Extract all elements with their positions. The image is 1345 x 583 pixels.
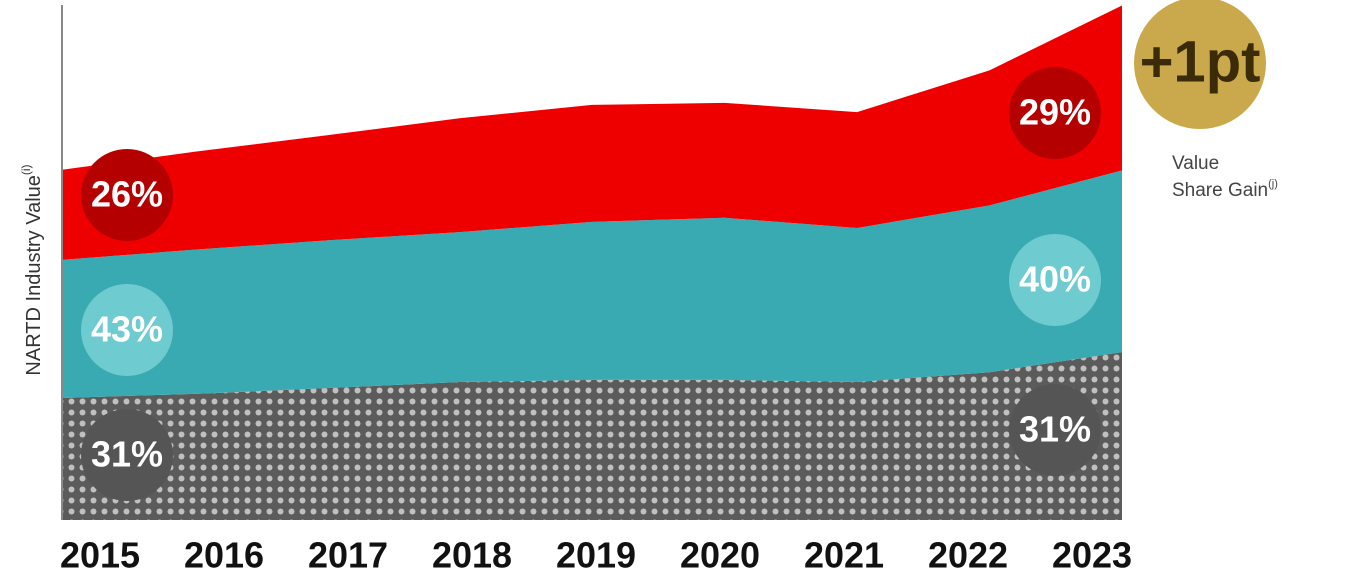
x-tick-label: 2017 xyxy=(308,535,388,576)
share-label: 31% xyxy=(91,434,163,475)
badge xyxy=(1134,0,1266,129)
y-axis-label-note: (i) xyxy=(19,164,33,175)
badge-caption: Share Gain(j) xyxy=(1172,178,1278,201)
badge-caption-text: Share Gain xyxy=(1172,180,1268,201)
x-tick-label: 2019 xyxy=(556,535,636,576)
x-tick-label: 2018 xyxy=(432,535,512,576)
plot-area xyxy=(62,5,1122,520)
share-label: 43% xyxy=(91,309,163,350)
x-tick-label: 2023 xyxy=(1052,535,1132,576)
y-axis-label: NARTD Industry Value(i) xyxy=(19,164,45,375)
share-label: 31% xyxy=(1019,409,1091,450)
share-label: 40% xyxy=(1019,259,1091,300)
area-texture xyxy=(62,352,1122,520)
share-label: 29% xyxy=(1019,92,1091,133)
share-circle xyxy=(1009,384,1101,476)
x-tick-label: 2021 xyxy=(804,535,884,576)
badge-caption: Value xyxy=(1172,153,1219,174)
badge-caption-note: (j) xyxy=(1268,178,1278,190)
share-circle xyxy=(81,149,173,241)
share-circle xyxy=(1009,67,1101,159)
area xyxy=(62,170,1122,398)
x-tick-label: 2022 xyxy=(928,535,1008,576)
share-circle xyxy=(81,284,173,376)
x-tick-label: 2016 xyxy=(184,535,264,576)
share-circle xyxy=(81,409,173,501)
x-tick-label: 2015 xyxy=(60,535,140,576)
x-tick-label: 2020 xyxy=(680,535,760,576)
share-label: 26% xyxy=(91,174,163,215)
badge-text: +1pt xyxy=(1140,29,1261,94)
share-circle xyxy=(1009,234,1101,326)
area xyxy=(62,5,1122,260)
y-axis-label-text: NARTD Industry Value xyxy=(23,175,45,375)
